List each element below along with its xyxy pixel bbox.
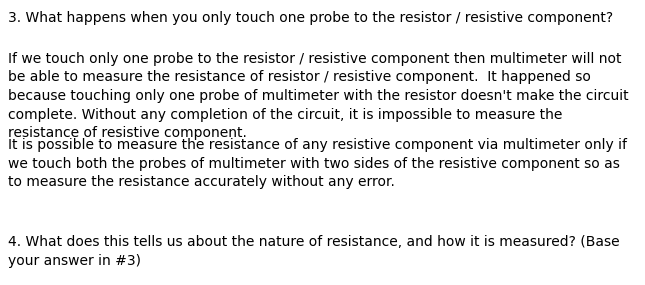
Text: 4. What does this tells us about the nature of resistance, and how it is measure: 4. What does this tells us about the nat…	[8, 235, 620, 268]
Text: 3. What happens when you only touch one probe to the resistor / resistive compon: 3. What happens when you only touch one …	[8, 11, 613, 25]
Text: If we touch only one probe to the resistor / resistive component then multimeter: If we touch only one probe to the resist…	[8, 52, 629, 140]
Text: It is possible to measure the resistance of any resistive component via multimet: It is possible to measure the resistance…	[8, 138, 628, 189]
